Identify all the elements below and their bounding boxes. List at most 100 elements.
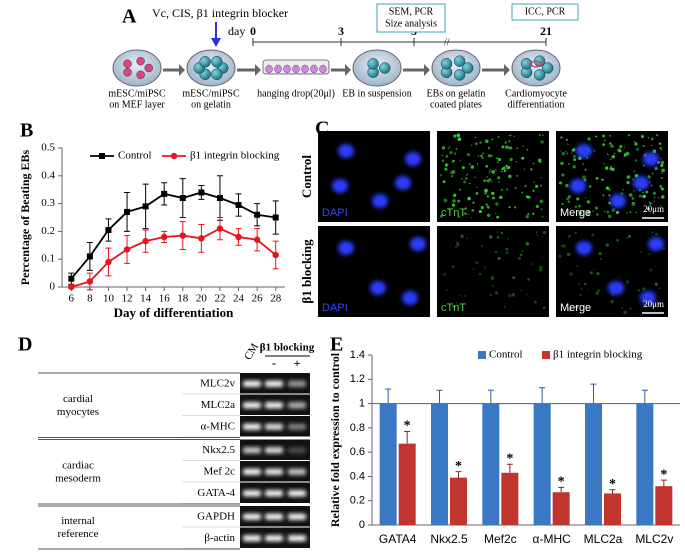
arrow-head xyxy=(424,64,430,76)
y-tick-label: 0.6 xyxy=(350,446,365,458)
ctnt-signal xyxy=(574,205,578,209)
nucleus xyxy=(332,179,348,193)
ctnt-signal xyxy=(627,134,631,137)
ctnt-signal xyxy=(625,151,630,156)
group-label: mesoderm xyxy=(55,472,101,484)
gel-band xyxy=(243,535,261,542)
nucleus xyxy=(576,144,592,158)
gene-label: MLC2a xyxy=(201,399,235,411)
x-tick-label: 14 xyxy=(140,293,152,305)
ctnt-signal xyxy=(452,159,455,162)
ctnt-signal xyxy=(648,201,651,203)
nucleus xyxy=(405,152,421,166)
gel-band xyxy=(243,380,261,387)
arrow-head xyxy=(179,64,185,76)
marker xyxy=(216,195,223,202)
ctnt-signal xyxy=(533,181,535,183)
ctnt-signal xyxy=(472,201,475,205)
ctnt-signal xyxy=(456,133,461,137)
gel-band xyxy=(288,513,306,520)
ctnt-signal xyxy=(505,251,509,255)
ctnt-signal xyxy=(516,174,519,177)
ctnt-signal xyxy=(578,210,582,214)
step-label: hanging drop(20μl) xyxy=(257,88,335,99)
ctnt-signal xyxy=(526,148,529,151)
legend-label: Control xyxy=(489,349,523,361)
ctnt-signal xyxy=(508,146,512,150)
cell-cluster xyxy=(453,69,466,81)
legend-swatch xyxy=(478,351,486,359)
ctnt-signal xyxy=(597,289,600,293)
ctnt-signal xyxy=(595,177,599,180)
ctnt-signal xyxy=(443,198,448,203)
bar xyxy=(585,403,602,525)
step-label: EB in suspension xyxy=(342,88,411,99)
channel-label: cTnT xyxy=(441,302,466,314)
gel-band xyxy=(288,490,306,497)
ctnt-signal xyxy=(451,265,455,268)
ctnt-signal xyxy=(439,174,443,177)
error-bar xyxy=(641,389,648,404)
ctnt-signal xyxy=(471,208,475,212)
ctnt-signal xyxy=(539,184,543,187)
ctnt-signal xyxy=(618,276,621,278)
drop xyxy=(301,64,309,74)
ctnt-signal xyxy=(633,141,636,143)
ctnt-signal xyxy=(495,157,498,160)
box-label: Size analysis xyxy=(385,18,437,29)
y-tick-label: 0 xyxy=(359,519,365,531)
ctnt-signal xyxy=(609,134,611,137)
nucleus xyxy=(402,291,418,305)
marker xyxy=(272,251,279,259)
error-bar xyxy=(506,463,513,473)
ctnt-signal xyxy=(495,169,497,171)
y-tick-label: 0.4 xyxy=(350,470,365,482)
ctnt-signal xyxy=(565,138,568,141)
ctnt-signal xyxy=(442,180,446,184)
error-bar xyxy=(385,388,392,404)
ctnt-signal xyxy=(455,147,458,150)
y-tick-label: 0 xyxy=(50,281,56,293)
channel-label: DAPI xyxy=(322,207,348,219)
ctnt-signal xyxy=(466,174,468,176)
ctnt-signal xyxy=(638,194,642,198)
ctnt-signal xyxy=(565,150,567,153)
ctnt-signal xyxy=(637,288,640,292)
y-tick-label: 0.5 xyxy=(41,142,55,154)
scale-bar-label: 20μm xyxy=(643,299,664,309)
ctnt-signal xyxy=(574,231,577,235)
ctnt-signal xyxy=(586,288,589,290)
ctnt-signal xyxy=(508,174,512,179)
ctnt-signal xyxy=(660,187,664,190)
ctnt-signal xyxy=(635,147,639,151)
ctnt-signal xyxy=(497,135,500,139)
ctnt-signal xyxy=(642,164,645,167)
ctnt-signal xyxy=(461,166,465,170)
cell-cluster xyxy=(144,63,153,73)
x-tick-label: MLC2v xyxy=(635,532,673,546)
dish xyxy=(186,49,236,87)
ctnt-signal xyxy=(655,232,658,236)
ctnt-signal xyxy=(652,149,657,154)
ctnt-signal xyxy=(488,235,493,239)
panel-label: E xyxy=(330,334,343,356)
ctnt-signal xyxy=(508,206,511,209)
ctnt-signal xyxy=(584,168,587,171)
ctnt-signal xyxy=(505,166,509,170)
marker xyxy=(216,225,224,232)
box-label: ICC, PCR xyxy=(525,6,566,17)
y-axis-label: Percentage of Beating EBs xyxy=(18,149,32,285)
ctnt-signal xyxy=(500,188,504,192)
series-line xyxy=(70,191,276,280)
step-label: EBs on gelatin xyxy=(427,88,486,99)
ctnt-signal xyxy=(474,176,476,179)
ctnt-signal xyxy=(573,147,576,150)
ctnt-signal xyxy=(647,175,651,179)
cell-cluster xyxy=(379,62,391,74)
ctnt-signal xyxy=(540,177,542,179)
ctnt-signal xyxy=(501,170,503,173)
marker xyxy=(272,214,279,221)
ctnt-signal xyxy=(488,177,492,181)
ctnt-signal xyxy=(495,212,497,214)
y-tick-label: 0.4 xyxy=(41,169,55,181)
